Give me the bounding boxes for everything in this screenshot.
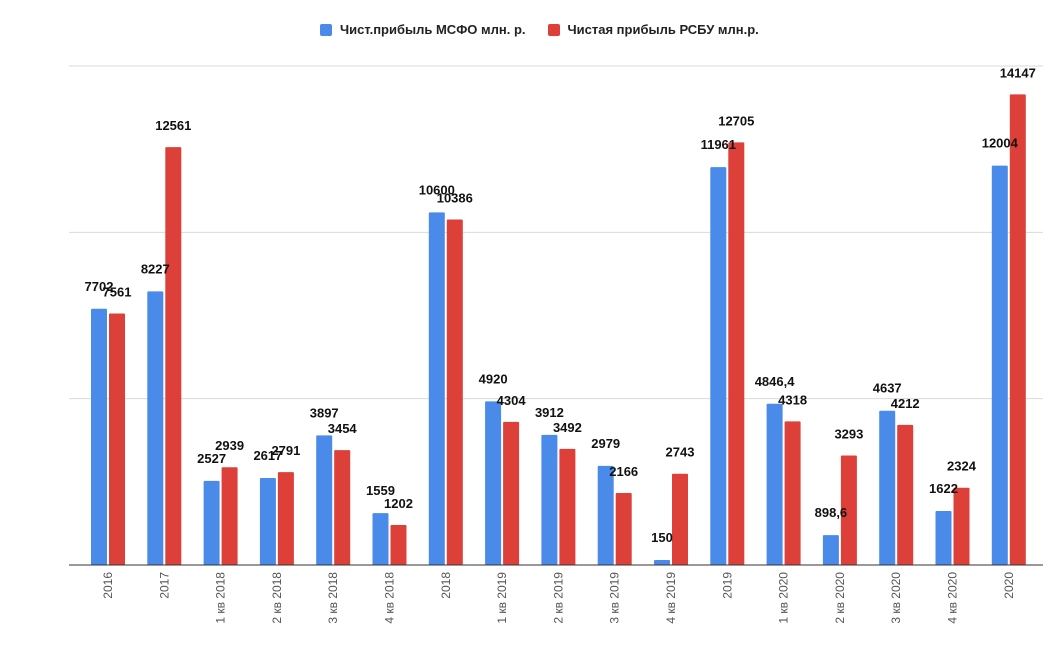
bar-rsbu-1 [165, 147, 182, 566]
value-label-msfo-8: 3912 [535, 405, 564, 420]
x-tick-label-14: 3 кв 2020 [889, 572, 903, 624]
legend: Чист.прибыль МСФО млн. р. Чистая прибыль… [320, 22, 781, 37]
value-label-msfo-13: 898,6 [815, 505, 848, 520]
bar-rsbu-14 [897, 424, 914, 565]
bar-msfo-11 [710, 167, 727, 565]
value-label-rsbu-14: 4212 [891, 396, 920, 411]
bar-rsbu-10 [672, 473, 688, 565]
x-tick-label-7: 1 кв 2019 [495, 572, 509, 624]
bar-rsbu-6 [446, 219, 463, 565]
bar-rsbu-12 [784, 421, 801, 565]
x-tick-label-0: 2016 [101, 572, 115, 599]
value-label-rsbu-10: 2743 [666, 445, 695, 460]
value-label-msfo-11: 11961 [701, 137, 736, 152]
value-label-rsbu-4: 3454 [328, 421, 358, 436]
value-label-rsbu-11: 12705 [718, 113, 754, 128]
x-tick-label-15: 4 кв 2020 [946, 572, 960, 624]
value-label-rsbu-2: 2939 [215, 438, 244, 453]
value-label-msfo-1: 8227 [141, 261, 170, 276]
value-label-msfo-6: 10600 [419, 182, 455, 197]
value-label-msfo-16: 12004 [982, 136, 1019, 151]
bar-rsbu-3 [277, 472, 294, 565]
bar-rsbu-2 [221, 467, 238, 565]
legend-item-rsbu: Чистая прибыль РСБУ млн.р. [547, 22, 759, 37]
x-tick-label-1: 2017 [157, 572, 171, 599]
legend-swatch-msfo [320, 23, 332, 36]
bar-rsbu-8 [559, 448, 576, 565]
bar-msfo-9 [597, 465, 614, 565]
value-label-msfo-2: 2527 [197, 451, 226, 466]
value-label-msfo-14: 4637 [873, 381, 902, 396]
bar-msfo-7 [485, 401, 502, 565]
value-label-msfo-0: 7702 [85, 279, 114, 294]
x-tick-label-5: 4 кв 2018 [383, 572, 397, 624]
value-label-msfo-9: 2979 [591, 436, 620, 451]
bar-msfo-3 [259, 477, 276, 565]
bar-rsbu-7 [503, 421, 520, 565]
bar-msfo-12 [766, 403, 783, 565]
value-label-msfo-7: 4920 [479, 371, 508, 386]
bar-msfo-16 [991, 165, 1008, 565]
legend-item-msfo: Чист.прибыль МСФО млн. р. [320, 22, 526, 37]
bar-msfo-10 [654, 560, 670, 565]
value-label-rsbu-6: 10386 [437, 190, 473, 205]
x-tick-label-6: 2018 [439, 572, 453, 599]
bar-msfo-4 [316, 435, 333, 565]
x-tick-label-16: 2020 [1002, 572, 1016, 599]
bar-msfo-8 [541, 434, 558, 565]
bar-rsbu-9 [615, 492, 632, 565]
bar-msfo-5 [372, 513, 389, 565]
x-tick-label-11: 2019 [720, 572, 734, 599]
value-label-rsbu-9: 2166 [609, 464, 638, 479]
bar-msfo-2 [203, 480, 220, 565]
bar-rsbu-11 [728, 142, 745, 566]
value-label-rsbu-16: 14147 [1000, 65, 1036, 80]
bar-rsbu-5 [390, 525, 407, 565]
bar-rsbu-15 [953, 487, 970, 565]
value-label-msfo-15: 1622 [929, 481, 958, 496]
x-tick-label-2: 1 кв 2018 [214, 572, 228, 624]
x-tick-label-12: 1 кв 2020 [777, 572, 791, 624]
legend-label-msfo: Чист.прибыль МСФО млн. р. [340, 22, 526, 37]
value-label-msfo-10: 150 [651, 530, 673, 545]
value-label-rsbu-7: 4304 [497, 393, 527, 408]
value-label-rsbu-12: 4318 [778, 392, 807, 407]
value-label-msfo-5: 1559 [366, 483, 395, 498]
x-tick-label-10: 4 кв 2019 [664, 572, 678, 624]
bar-msfo-1 [147, 291, 164, 565]
value-label-rsbu-0: 7561 [103, 284, 132, 299]
bar-msfo-6 [428, 212, 445, 565]
x-tick-label-13: 2 кв 2020 [833, 572, 847, 624]
value-label-msfo-4: 3897 [310, 405, 339, 420]
bar-msfo-15 [935, 511, 952, 565]
x-tick-label-9: 3 кв 2019 [608, 572, 622, 624]
bar-rsbu-0 [109, 313, 125, 565]
value-label-rsbu-15: 2324 [947, 459, 977, 474]
x-tick-label-4: 3 кв 2018 [326, 572, 340, 624]
value-label-rsbu-8: 3492 [553, 420, 582, 435]
value-label-rsbu-13: 3293 [834, 426, 863, 441]
x-tick-label-8: 2 кв 2019 [551, 572, 565, 624]
bar-rsbu-4 [334, 450, 351, 565]
legend-label-rsbu: Чистая прибыль РСБУ млн.р. [567, 22, 759, 37]
bar-msfo-0 [91, 308, 107, 565]
bar-msfo-13 [822, 535, 839, 565]
value-label-rsbu-5: 1202 [384, 496, 413, 511]
bar-msfo-14 [879, 410, 896, 565]
x-tick-label-3: 2 кв 2018 [270, 572, 284, 624]
value-label-rsbu-1: 12561 [155, 118, 191, 133]
value-label-msfo-3: 2617 [253, 448, 282, 463]
bar-rsbu-16 [1009, 94, 1026, 565]
bar-rsbu-13 [840, 455, 857, 565]
value-label-msfo-12: 4846,4 [755, 374, 796, 389]
value-label-rsbu-3: 2791 [271, 443, 300, 458]
legend-swatch-rsbu [547, 23, 560, 36]
